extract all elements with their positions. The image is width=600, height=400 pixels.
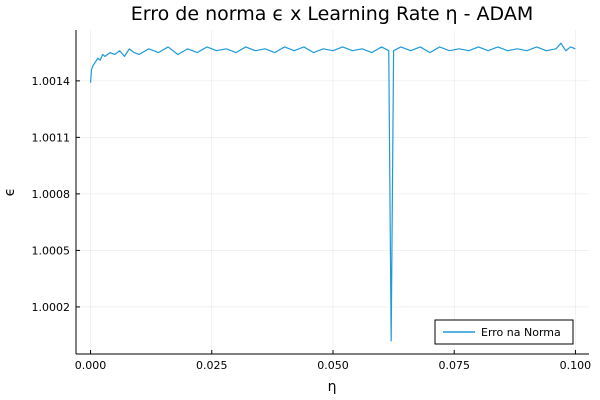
series-line [89,42,576,342]
x-tick-label: 0.000 [75,359,107,372]
x-tick-label: 0.025 [196,359,228,372]
y-tick-label: 1.0002 [32,301,71,314]
chart-title: Erro de norma ϵ x Learning Rate η - ADAM [131,3,533,25]
ticks: 0.000 0.025 0.050 0.075 0.100 1.0002 1.0005 1.0… [32,75,592,372]
y-tick-label: 1.0014 [32,75,71,88]
y-tick-label: 1.0011 [32,131,71,144]
y-tick-label: 1.0008 [32,188,71,201]
x-axis-label: η [328,379,337,395]
x-tick-label: 0.050 [317,359,349,372]
grid [76,30,589,354]
x-tick-label: 0.075 [438,359,470,372]
y-axis-label: ϵ [2,188,18,197]
x-tick-label: 0.100 [560,359,592,372]
y-tick-label: 1.0005 [32,244,71,257]
series-layer [89,42,576,342]
legend: Erro na Norma [434,319,574,345]
legend-label: Erro na Norma [481,326,561,339]
